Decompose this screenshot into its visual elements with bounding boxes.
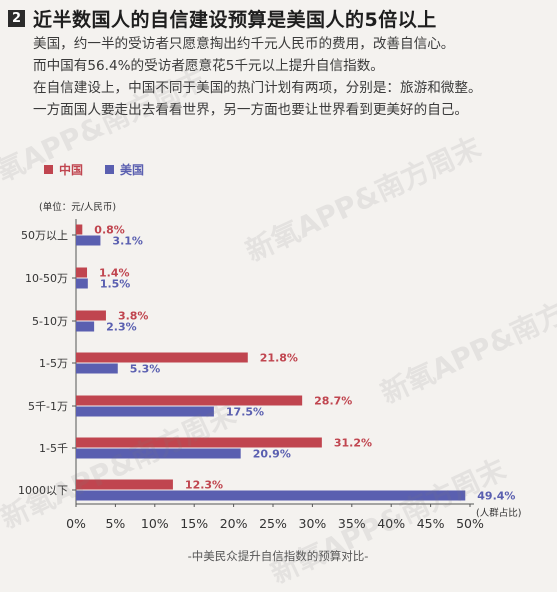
category-label: 1-5千 (39, 442, 68, 455)
bar-chart: (单位：元/人民币) 0% 5% 10% 15% 20% 25% 30% 35% 40% 45% 50… (18, 201, 521, 563)
bar-usa (76, 448, 241, 459)
bar-china (76, 310, 106, 321)
data-label-china: 31.2% (334, 437, 372, 450)
x-tick-label: 5% (105, 516, 125, 531)
bar-usa (76, 235, 101, 246)
paragraph-line: 在自信建设上，中国不同于美国的热门计划有两项，分别是：旅游和微整。 (33, 80, 482, 96)
data-label-china: 1.4% (99, 267, 130, 280)
data-label-usa: 17.5% (226, 406, 264, 419)
bar-china (76, 479, 173, 490)
legend-label-china: 中国 (59, 163, 84, 177)
bar-china (76, 395, 303, 406)
legend-item-usa: 美国 (105, 161, 144, 178)
category-label: 50万以上 (21, 229, 68, 242)
data-label-china: 21.8% (260, 352, 298, 365)
bar-usa (76, 363, 118, 374)
page-title: 近半数国人的自信建设预算是美国人的5倍以上 (33, 9, 437, 31)
x-tick-label: 30% (299, 516, 327, 531)
x-tick-label: 10% (141, 516, 169, 531)
x-axis-label: (人群占比) (476, 507, 521, 519)
x-tick-label: 35% (338, 516, 366, 531)
category-label: 1000以下 (18, 484, 68, 497)
section-number-badge: 2 (8, 10, 25, 27)
data-label-usa: 2.3% (106, 321, 137, 334)
bar-china (76, 267, 88, 278)
data-label-usa: 3.1% (112, 235, 143, 248)
x-tick-label: 0% (66, 516, 86, 531)
header: 2 近半数国人的自信建设预算是美国人的5倍以上 (8, 5, 437, 32)
bar-usa (76, 490, 466, 501)
data-label-china: 0.8% (94, 224, 125, 237)
bar-china (76, 352, 248, 363)
chart-legend: 中国 美国 (44, 161, 166, 178)
x-tick-label: 40% (377, 516, 405, 531)
data-label-china: 3.8% (118, 310, 149, 323)
data-label-china: 28.7% (314, 395, 352, 408)
category-label: 5-10万 (32, 315, 68, 328)
data-label-china: 12.3% (185, 479, 223, 492)
paragraph-line: 而中国有56.4%的受访者愿意花5千元以上提升自信指数。 (33, 58, 384, 74)
data-label-usa: 20.9% (253, 448, 291, 461)
paragraph-line: 一方面国人要走出去看看世界，另一方面也要让世界看到更美好的自己。 (33, 102, 468, 118)
chart-caption: -中美民众提升自信指数的预算对比- (188, 549, 369, 563)
x-tick-label: 45% (417, 516, 445, 531)
bar-usa (76, 406, 214, 417)
bar-china (76, 437, 322, 448)
category-label: 5千-1万 (28, 400, 68, 413)
legend-label-usa: 美国 (120, 163, 145, 177)
category-label: 1-5万 (39, 357, 68, 370)
legend-item-china: 中国 (44, 161, 83, 178)
paragraph-line: 美国，约一半的受访者只愿意掏出约千元人民币的费用，改善自信心。 (33, 36, 455, 52)
x-tick-label: 50% (456, 516, 484, 531)
unit-label: (单位：元/人民币) (39, 201, 116, 213)
category-label: 10-50万 (25, 272, 68, 285)
legend-swatch-china (44, 165, 53, 174)
intro-paragraph: 美国，约一半的受访者只愿意掏出约千元人民币的费用，改善自信心。 而中国有56.4… (33, 33, 548, 121)
data-label-usa: 1.5% (100, 278, 131, 291)
x-tick-label: 15% (180, 516, 208, 531)
x-tick-label: 25% (259, 516, 287, 531)
bar-usa (76, 278, 88, 289)
data-label-usa: 49.4% (477, 490, 515, 503)
data-label-usa: 5.3% (130, 363, 161, 376)
bar-usa (76, 321, 95, 332)
legend-swatch-usa (105, 165, 115, 174)
x-tick-label: 20% (220, 516, 248, 531)
bar-china (76, 224, 83, 235)
